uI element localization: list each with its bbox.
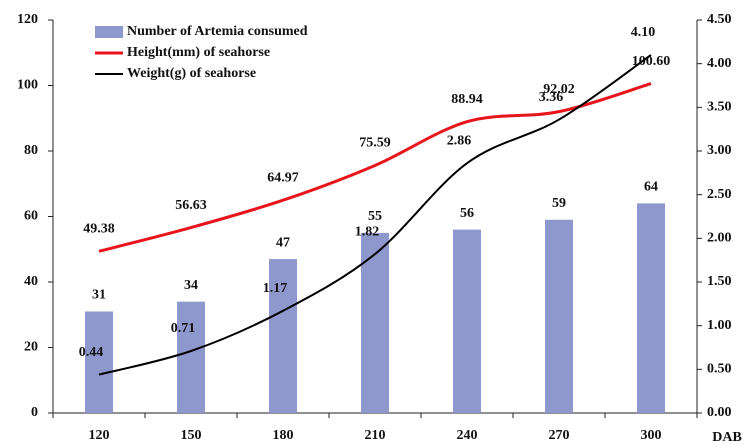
y2-tick-label: 3.50 (707, 100, 732, 115)
y2-tick-label: 1.50 (707, 274, 732, 289)
y2-tick-label: 0.00 (707, 405, 732, 420)
line-label: 4.10 (631, 25, 656, 40)
bar-label: 64 (644, 180, 658, 195)
line-label: 0.44 (79, 345, 104, 360)
legend-label: Height(mm) of seahorse (127, 45, 270, 60)
x-tick-label: 270 (549, 428, 570, 443)
y2-tick-label: 4.00 (707, 56, 732, 71)
bar-label: 34 (184, 278, 198, 293)
bar (269, 259, 297, 413)
y-tick-label: 60 (24, 209, 38, 224)
y-tick-label: 100 (17, 78, 38, 93)
y-tick-label: 120 (17, 12, 38, 27)
bar (361, 232, 389, 413)
x-tick-label: 210 (365, 428, 386, 443)
legend-swatch (95, 26, 123, 38)
line (98, 54, 652, 376)
y-tick-label: 80 (24, 143, 38, 158)
line-label: 3.36 (539, 90, 564, 105)
bar-label: 56 (460, 206, 474, 221)
bar (85, 311, 113, 413)
x-axis-label: DAB (712, 430, 742, 445)
line-label: 64.97 (267, 170, 299, 185)
y-tick-label: 0 (31, 405, 38, 420)
line-label: 56.63 (175, 198, 207, 213)
y2-tick-label: 1.00 (707, 318, 732, 333)
line-label: 2.86 (447, 133, 472, 148)
line-label: 88.94 (451, 92, 483, 107)
bar (545, 219, 573, 413)
line-label: 100.60 (632, 54, 671, 69)
line-label: 0.71 (171, 321, 196, 336)
y2-tick-label: 3.00 (707, 143, 732, 158)
line (98, 82, 652, 253)
bar-label: 55 (368, 209, 382, 224)
y2-tick-label: 0.50 (707, 362, 732, 377)
line-label: 1.17 (263, 281, 288, 296)
line-label: 75.59 (359, 136, 391, 151)
legend-label: Number of Artemia consumed (127, 24, 308, 39)
y2-tick-label: 2.50 (707, 187, 732, 202)
bar-label: 47 (276, 235, 290, 250)
x-tick-label: 180 (273, 428, 294, 443)
bar (453, 229, 481, 413)
x-tick-label: 300 (641, 428, 662, 443)
y2-tick-label: 4.50 (707, 12, 732, 27)
y-tick-label: 20 (24, 340, 38, 355)
line-label: 49.38 (83, 221, 115, 236)
bar-label: 31 (92, 288, 106, 303)
x-tick-label: 150 (181, 428, 202, 443)
bar (637, 203, 665, 413)
x-tick-label: 120 (89, 428, 110, 443)
line-label: 1.82 (355, 224, 380, 239)
bar (177, 301, 205, 413)
bar-label: 59 (552, 196, 566, 211)
line-label: 92.02 (543, 82, 575, 97)
x-tick-label: 240 (457, 428, 478, 443)
legend-label: Weight(g) of seahorse (127, 66, 256, 81)
y-tick-label: 40 (24, 274, 38, 289)
y2-tick-label: 2.00 (707, 231, 732, 246)
